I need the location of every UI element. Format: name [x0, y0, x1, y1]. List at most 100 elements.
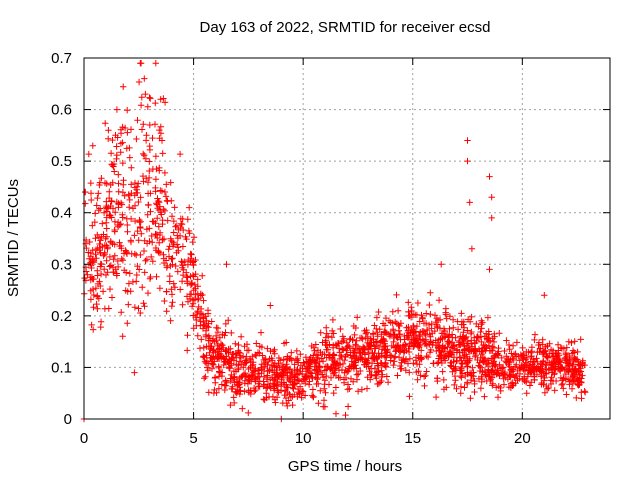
data-point: [321, 367, 329, 374]
data-point: [484, 314, 492, 321]
data-point: [307, 361, 314, 368]
data-point: [410, 322, 417, 329]
data-point: [178, 278, 186, 285]
data-point: [141, 75, 148, 82]
data-point: [286, 365, 294, 373]
data-point: [390, 344, 398, 351]
data-point: [125, 301, 132, 308]
data-point: [468, 313, 475, 321]
data-point: [108, 197, 115, 205]
data-point: [309, 374, 316, 382]
data-point: [99, 220, 106, 227]
data-point: [222, 320, 229, 328]
data-point: [146, 94, 153, 101]
data-point: [135, 180, 142, 187]
data-point: [131, 202, 139, 209]
data-point: [161, 169, 169, 177]
data-point: [549, 347, 557, 354]
data-point: [94, 305, 101, 312]
data-point: [163, 308, 170, 315]
data-point: [421, 330, 429, 337]
data-point: [161, 188, 169, 196]
data-point: [164, 198, 171, 205]
data-point: [112, 209, 119, 216]
data-point: [337, 325, 344, 333]
data-point: [320, 403, 327, 410]
data-point: [500, 364, 507, 371]
data-point: [94, 267, 101, 274]
data-point: [551, 387, 558, 394]
data-point: [156, 239, 163, 246]
data-point: [136, 266, 143, 273]
data-point: [366, 368, 373, 375]
data-point: [327, 374, 335, 381]
data-point: [506, 346, 513, 353]
data-point: [381, 353, 389, 360]
data-point: [111, 241, 118, 248]
data-point: [500, 381, 508, 388]
data-point: [581, 388, 588, 395]
data-point: [301, 392, 309, 399]
data-point: [127, 238, 135, 246]
data-point: [536, 345, 544, 352]
data-point: [103, 225, 110, 232]
data-point: [332, 384, 340, 391]
data-point: [124, 129, 131, 136]
data-point: [357, 367, 364, 375]
data-point: [199, 291, 206, 299]
data-point: [477, 385, 485, 392]
data-point: [90, 291, 97, 299]
data-point: [456, 353, 463, 361]
data-point: [140, 121, 147, 128]
data-point: [88, 273, 96, 281]
data-point: [266, 367, 273, 374]
data-point: [89, 222, 96, 229]
data-point: [435, 297, 443, 304]
data-point: [367, 371, 374, 379]
data-point: [231, 373, 238, 380]
data-point: [327, 366, 334, 373]
data-point: [430, 360, 437, 367]
data-point: [293, 367, 301, 374]
data-point: [127, 215, 135, 223]
data-point: [450, 345, 457, 352]
data-point: [156, 285, 164, 292]
data-point: [166, 272, 173, 280]
data-point: [208, 365, 216, 372]
data-point: [284, 389, 291, 397]
data-point: [152, 153, 160, 160]
data-point: [456, 367, 464, 374]
data-point: [317, 329, 324, 336]
data-point: [168, 286, 175, 293]
x-tick-labels: 0 5 10 15 20: [80, 430, 531, 447]
data-point: [381, 338, 389, 345]
data-point: [147, 190, 154, 197]
data-point: [389, 308, 396, 315]
data-point: [479, 368, 486, 375]
data-point: [187, 281, 195, 289]
data-point: [423, 310, 430, 317]
data-point: [202, 327, 210, 334]
data-point: [429, 330, 436, 337]
data-point: [229, 385, 236, 392]
data-point: [172, 262, 179, 270]
data-point: [153, 165, 160, 173]
data-point: [478, 378, 485, 386]
data-point: [277, 357, 284, 364]
data-point: [225, 359, 232, 367]
data-point: [92, 251, 99, 258]
data-point: [319, 358, 327, 365]
data-point: [446, 325, 453, 332]
data-point: [384, 379, 392, 386]
data-point: [184, 298, 192, 305]
data-point: [448, 363, 455, 370]
data-point: [363, 357, 371, 364]
data-point: [137, 218, 144, 225]
data-point: [320, 397, 328, 404]
data-point: [289, 401, 296, 409]
data-point: [402, 356, 410, 363]
data-point: [476, 363, 483, 370]
data-point: [113, 270, 120, 277]
data-point: [120, 181, 127, 188]
data-point: [170, 229, 177, 236]
